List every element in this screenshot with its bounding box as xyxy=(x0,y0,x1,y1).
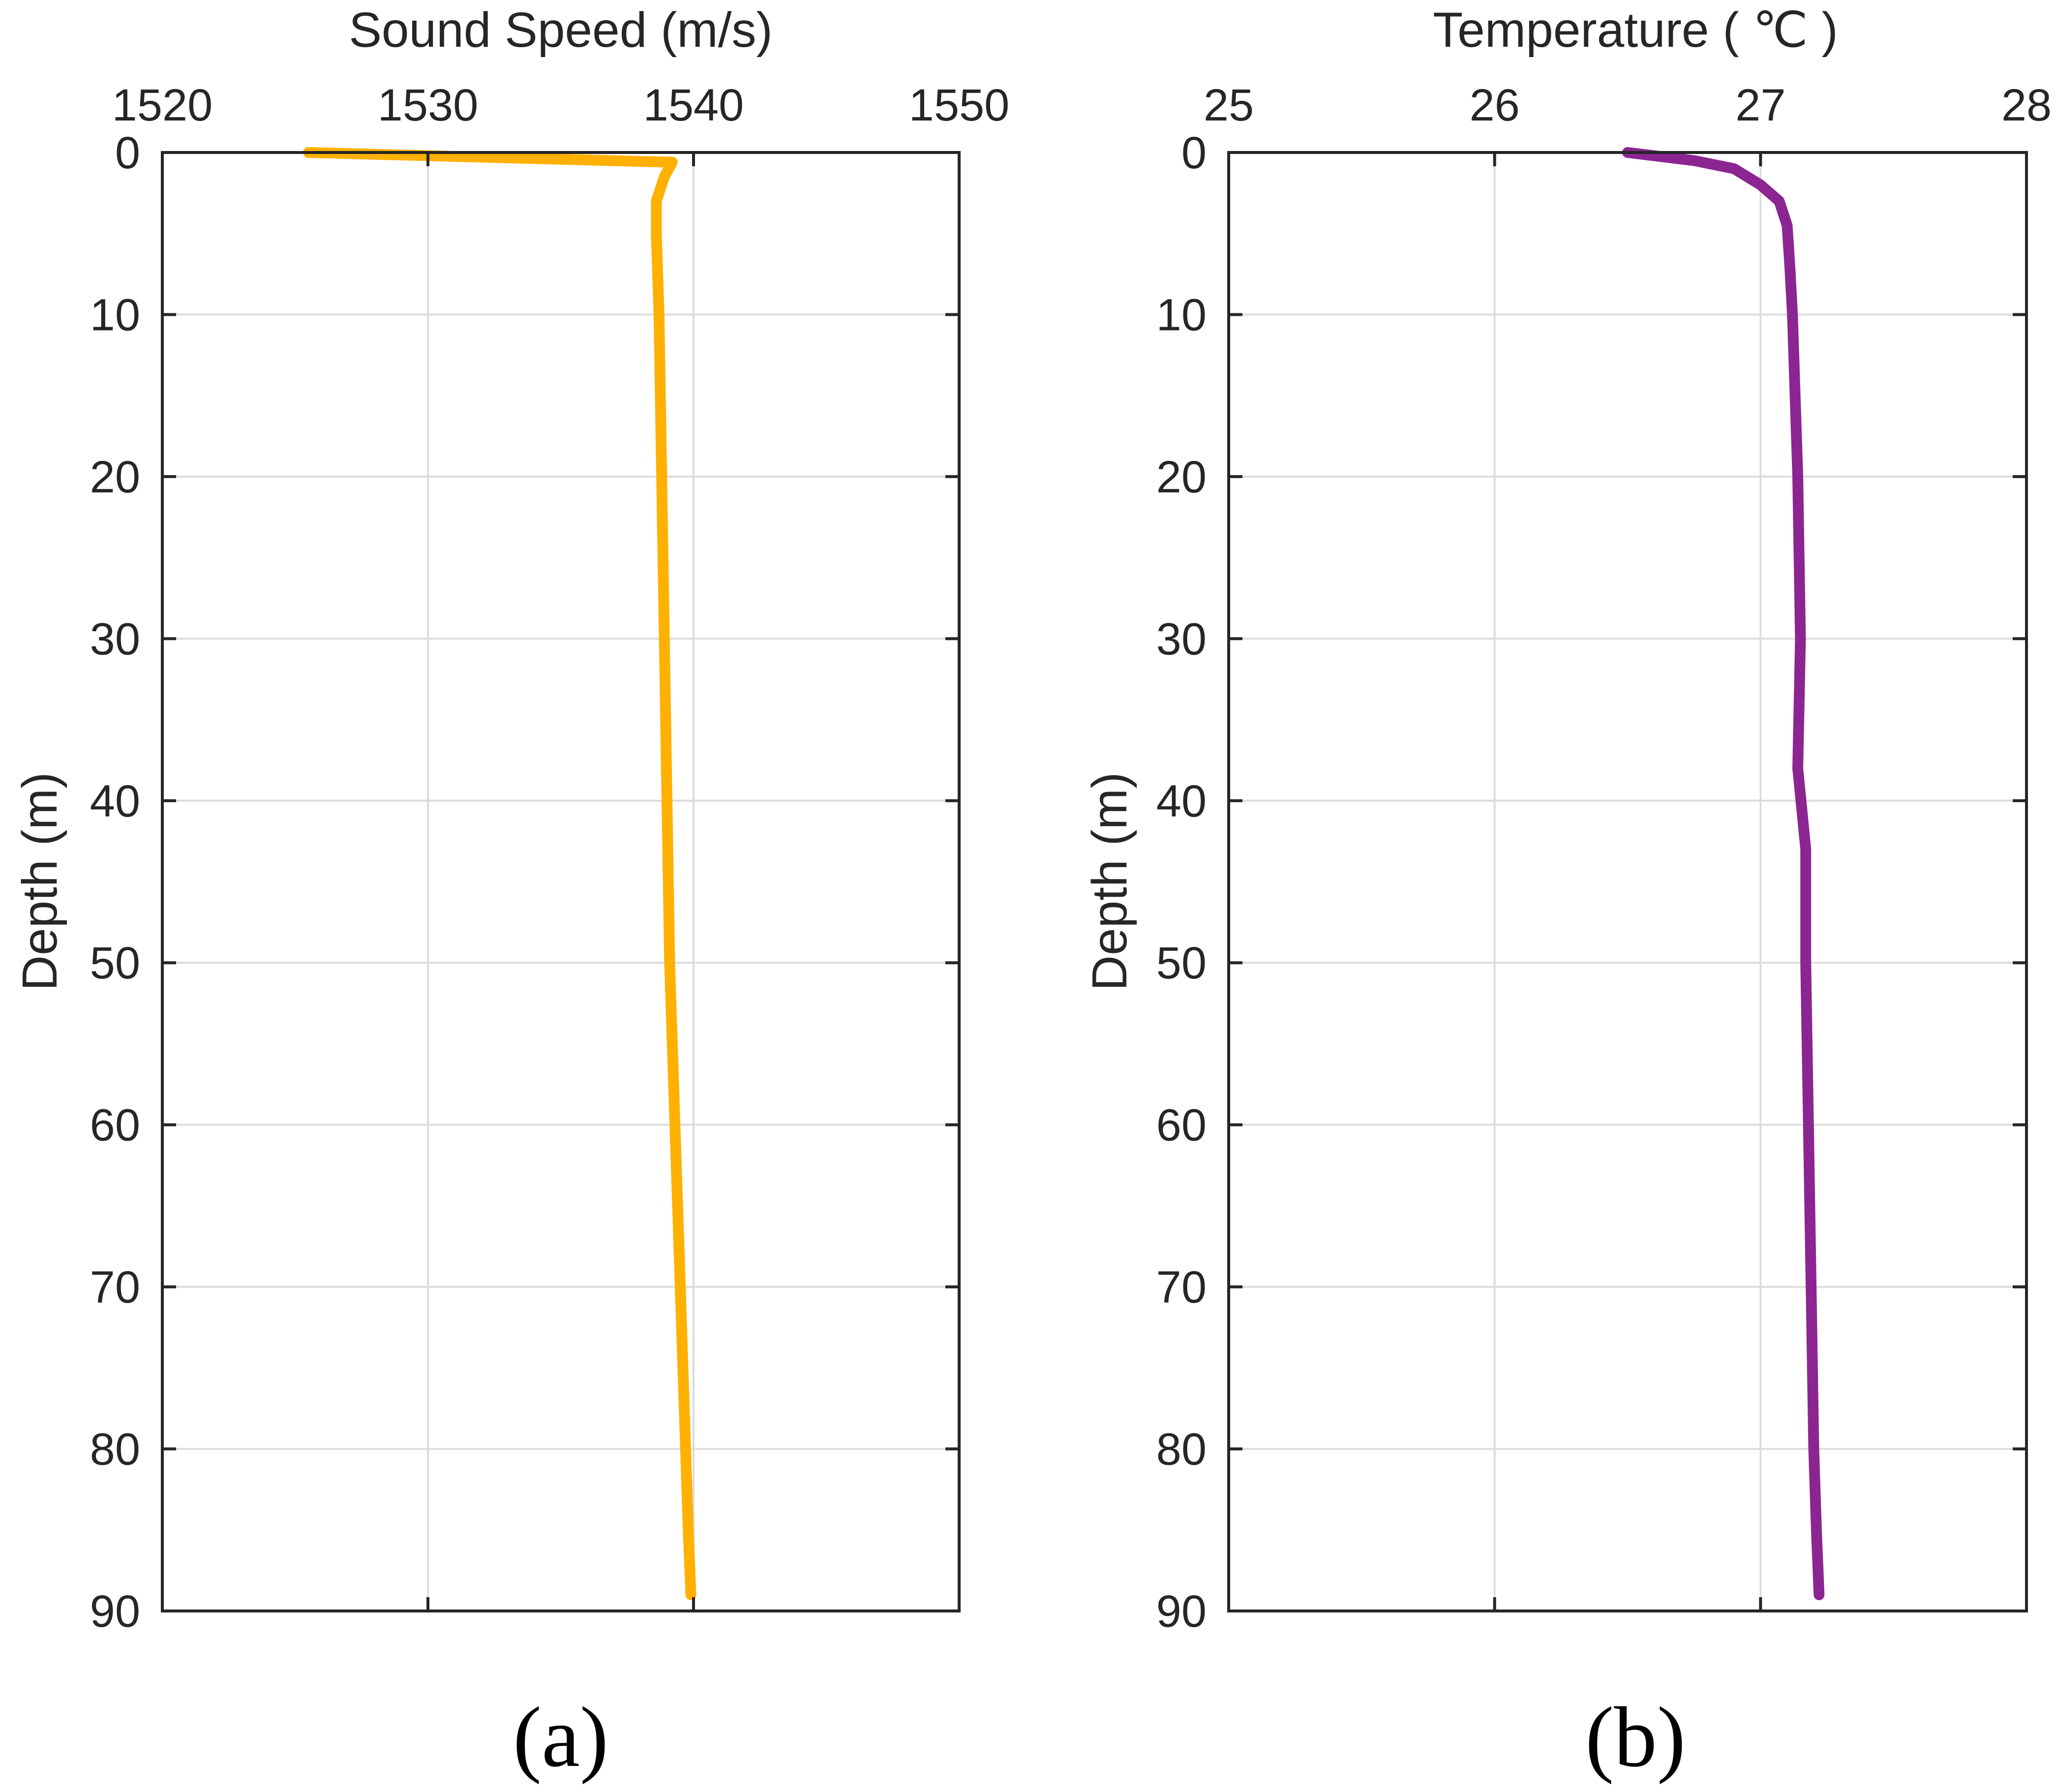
sound-speed-line xyxy=(303,147,696,1601)
panel-b-x-tick-label: 25 xyxy=(1204,80,1254,130)
panel-b-x-tick-label: 27 xyxy=(1735,80,1785,130)
panel-a-grid xyxy=(162,152,959,1611)
panel-a-x-tick-label: 1530 xyxy=(378,80,479,130)
panel-b-x-axis-title: Temperature ( ℃ ) xyxy=(1433,2,1838,58)
panel-a-y-tick-label: 90 xyxy=(90,1586,140,1637)
panel-a-label: (a) xyxy=(513,1689,608,1785)
panel-b-y-tick-label: 20 xyxy=(1156,452,1207,502)
panel-b-y-tick-label: 80 xyxy=(1156,1425,1207,1475)
panel-a-y-tick-label: 0 xyxy=(115,128,140,178)
panel-b-plot-background xyxy=(1229,152,2026,1611)
temperature-line xyxy=(1622,147,1825,1601)
panel-a-sound-speed: 1520 1530 1540 1550 0 10 20 30 40 50 60 70 80 90 Soun… xyxy=(12,2,1009,1785)
panel-b-y-tick-label: 10 xyxy=(1156,290,1207,340)
panel-b-label: (b) xyxy=(1585,1689,1686,1785)
panel-b-temperature: 25 26 27 28 0 10 20 30 40 50 60 70 80 90 Temperature … xyxy=(1082,2,2052,1785)
panel-a-ticks: 1520 1530 1540 1550 0 10 20 30 40 50 60 70 80 90 xyxy=(90,80,1010,1637)
panel-a-y-tick-label: 50 xyxy=(90,938,140,988)
panel-b-y-tick-label: 40 xyxy=(1156,776,1207,826)
panel-a-plot-background xyxy=(162,152,959,1611)
panel-b-y-tick-label: 30 xyxy=(1156,614,1207,664)
panel-b-x-tick-label: 28 xyxy=(2001,80,2052,130)
panel-a-y-tick-label: 80 xyxy=(90,1425,140,1475)
panel-a-y-tick-label: 10 xyxy=(90,290,140,340)
panel-b-plot-frame xyxy=(1227,151,2028,1612)
panel-b-grid xyxy=(1229,152,2026,1611)
panel-b-y-tick-label: 70 xyxy=(1156,1262,1207,1312)
panel-b-x-tick-label: 26 xyxy=(1469,80,1519,130)
panel-a-y-axis-title: Depth (m) xyxy=(12,772,67,991)
panel-b-y-tick-label: 90 xyxy=(1156,1586,1207,1637)
panel-b-ticks: 25 26 27 28 0 10 20 30 40 50 60 70 80 90 xyxy=(1156,80,2052,1637)
panel-b-y-axis-title: Depth (m) xyxy=(1082,772,1137,991)
panel-a-y-tick-label: 20 xyxy=(90,452,140,502)
panel-a-x-tick-label: 1520 xyxy=(112,80,213,130)
panel-a-x-axis-title: Sound Speed (m/s) xyxy=(349,2,773,58)
panel-a-y-tick-label: 60 xyxy=(90,1100,140,1151)
panel-a-y-tick-label: 40 xyxy=(90,776,140,826)
panel-b-y-tick-label: 0 xyxy=(1181,128,1207,178)
panel-b-y-tick-label: 50 xyxy=(1156,938,1207,988)
panel-a-y-tick-label: 30 xyxy=(90,614,140,664)
panel-a-x-tick-label: 1540 xyxy=(643,80,744,130)
panel-b-y-tick-label: 60 xyxy=(1156,1100,1207,1151)
panel-a-plot-frame xyxy=(161,151,961,1612)
panel-a-y-tick-label: 70 xyxy=(90,1262,140,1312)
panel-a-x-tick-label: 1550 xyxy=(909,80,1010,130)
